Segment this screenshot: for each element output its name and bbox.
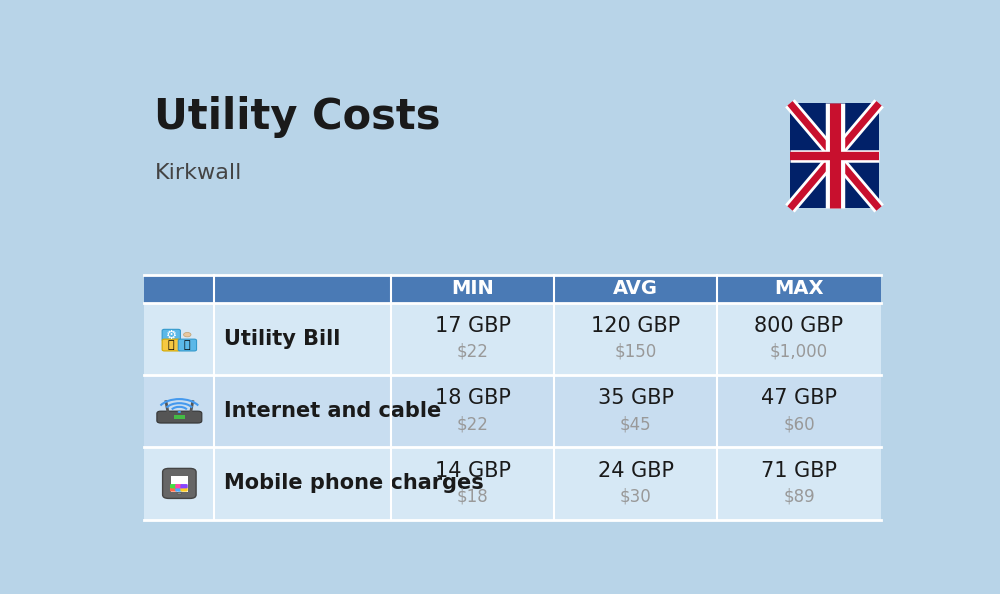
FancyBboxPatch shape bbox=[157, 411, 202, 423]
FancyBboxPatch shape bbox=[174, 415, 185, 419]
Text: $1,000: $1,000 bbox=[770, 343, 828, 361]
Text: 🔌: 🔌 bbox=[168, 340, 174, 350]
Text: $150: $150 bbox=[615, 343, 657, 361]
FancyBboxPatch shape bbox=[144, 447, 881, 520]
FancyBboxPatch shape bbox=[171, 476, 188, 492]
Text: 120 GBP: 120 GBP bbox=[591, 316, 680, 336]
Text: MAX: MAX bbox=[774, 279, 824, 298]
Text: $22: $22 bbox=[457, 415, 489, 433]
Text: $45: $45 bbox=[620, 415, 652, 433]
Text: $30: $30 bbox=[620, 487, 652, 505]
Text: Utility Costs: Utility Costs bbox=[154, 96, 441, 138]
Circle shape bbox=[178, 411, 181, 413]
Text: ⚙: ⚙ bbox=[166, 328, 177, 342]
Text: 47 GBP: 47 GBP bbox=[761, 388, 837, 409]
Text: Internet and cable: Internet and cable bbox=[224, 401, 441, 421]
Text: 17 GBP: 17 GBP bbox=[435, 316, 511, 336]
FancyBboxPatch shape bbox=[178, 339, 197, 351]
FancyBboxPatch shape bbox=[170, 484, 177, 488]
Text: $60: $60 bbox=[783, 415, 815, 433]
Text: AVG: AVG bbox=[613, 279, 658, 298]
Text: Utility Bill: Utility Bill bbox=[224, 329, 340, 349]
FancyBboxPatch shape bbox=[175, 484, 183, 488]
Text: Mobile phone charges: Mobile phone charges bbox=[224, 473, 483, 494]
Text: 71 GBP: 71 GBP bbox=[761, 460, 837, 481]
FancyBboxPatch shape bbox=[180, 484, 188, 488]
Text: MIN: MIN bbox=[451, 279, 494, 298]
Circle shape bbox=[184, 333, 191, 337]
FancyBboxPatch shape bbox=[175, 487, 183, 492]
FancyBboxPatch shape bbox=[180, 487, 188, 492]
Circle shape bbox=[177, 492, 182, 495]
FancyBboxPatch shape bbox=[144, 375, 881, 447]
Text: 18 GBP: 18 GBP bbox=[435, 388, 511, 409]
FancyBboxPatch shape bbox=[162, 329, 180, 341]
Text: 🚿: 🚿 bbox=[184, 340, 191, 350]
FancyBboxPatch shape bbox=[170, 487, 177, 492]
Text: 24 GBP: 24 GBP bbox=[598, 460, 674, 481]
Text: 800 GBP: 800 GBP bbox=[754, 316, 844, 336]
Text: $18: $18 bbox=[457, 487, 488, 505]
Text: $22: $22 bbox=[457, 343, 489, 361]
FancyBboxPatch shape bbox=[144, 275, 881, 303]
FancyBboxPatch shape bbox=[163, 469, 196, 498]
Text: $89: $89 bbox=[783, 487, 815, 505]
FancyBboxPatch shape bbox=[144, 303, 881, 375]
FancyBboxPatch shape bbox=[790, 103, 879, 208]
Text: 14 GBP: 14 GBP bbox=[435, 460, 511, 481]
Text: Kirkwall: Kirkwall bbox=[154, 163, 242, 183]
Text: 35 GBP: 35 GBP bbox=[598, 388, 674, 409]
FancyBboxPatch shape bbox=[162, 339, 180, 351]
